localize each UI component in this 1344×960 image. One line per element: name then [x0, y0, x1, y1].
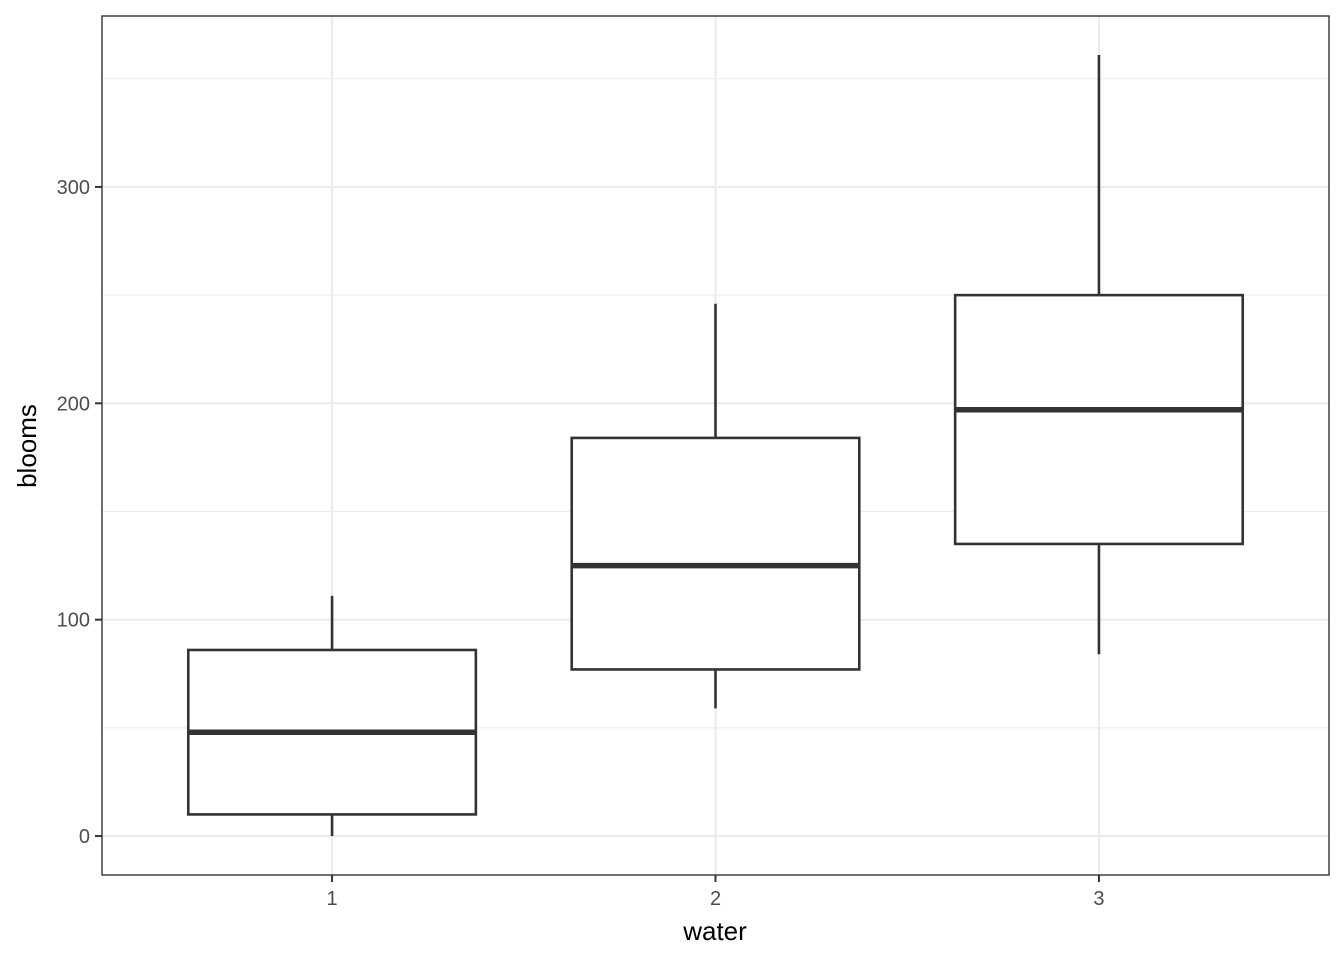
box-series: [186, 54, 1245, 837]
iqr-box-3: [953, 293, 1245, 546]
x-tick-label-1: 2: [710, 888, 721, 910]
y-tick-label-0: 0: [79, 826, 90, 848]
y-tick-label-1: 100: [57, 610, 90, 632]
y-tick-label-2: 200: [57, 393, 90, 415]
box-3: [953, 54, 1245, 655]
y-tick-label-3: 300: [57, 177, 90, 199]
x-tick-label-2: 3: [1093, 888, 1104, 910]
x-tick-label-0: 1: [327, 888, 338, 910]
y-axis-title: blooms: [12, 404, 42, 488]
box-1: [186, 595, 478, 837]
box-2: [570, 303, 861, 709]
x-axis-title: water: [682, 916, 747, 946]
iqr-box-2: [570, 436, 861, 671]
axes: 0 100 200 300 1 2 3: [57, 177, 1105, 910]
